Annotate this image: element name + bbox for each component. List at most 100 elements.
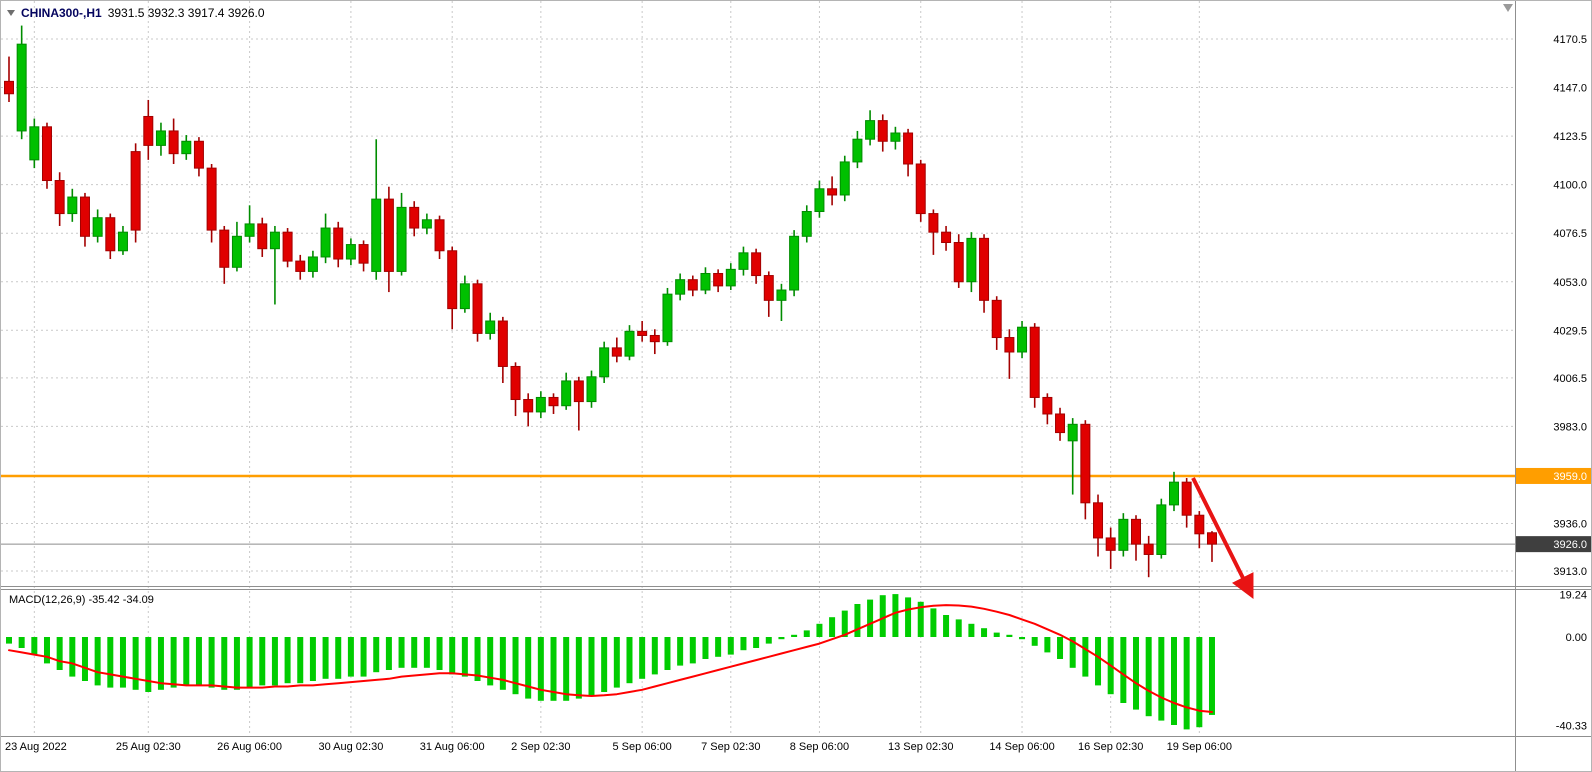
candle-body bbox=[358, 244, 369, 264]
time-axis-label: 19 Sep 06:00 bbox=[1167, 741, 1232, 753]
candle-body bbox=[1131, 518, 1142, 545]
candle-body bbox=[561, 380, 572, 407]
macd-histogram-bar bbox=[69, 637, 76, 677]
macd-histogram-bar bbox=[651, 637, 658, 675]
candle-body bbox=[181, 140, 192, 155]
candle-body bbox=[599, 347, 610, 378]
candle-body bbox=[979, 237, 990, 301]
svg-text:3926.0: 3926.0 bbox=[1553, 539, 1587, 551]
macd-panel: MACD(12,26,9) -35.42 -34.09 bbox=[6, 594, 1215, 730]
macd-histogram-bar bbox=[1170, 637, 1177, 725]
chart-shift-marker-icon[interactable] bbox=[1503, 4, 1513, 12]
macd-histogram-bar bbox=[271, 637, 278, 686]
macd-histogram-bar bbox=[740, 637, 747, 651]
price-axis-label: 3983.0 bbox=[1553, 421, 1587, 433]
macd-histogram-bar bbox=[31, 637, 38, 655]
macd-histogram-bar bbox=[56, 637, 63, 670]
macd-histogram-bar bbox=[284, 637, 291, 684]
candle-body bbox=[763, 275, 774, 301]
candle-body bbox=[472, 283, 483, 334]
price-axis-label: 4076.5 bbox=[1553, 228, 1587, 240]
candle-body bbox=[447, 250, 458, 310]
price-axis-label: 4029.5 bbox=[1553, 325, 1587, 337]
candle-body bbox=[54, 180, 65, 215]
macd-histogram-bar bbox=[930, 608, 937, 637]
macd-histogram-bar bbox=[43, 637, 50, 664]
candle-body bbox=[789, 235, 800, 291]
trend-arrow[interactable] bbox=[1191, 477, 1254, 599]
candle-body bbox=[231, 235, 242, 268]
macd-histogram-bar bbox=[841, 610, 848, 637]
macd-histogram-bar bbox=[791, 634, 798, 637]
macd-histogram-bar bbox=[1044, 637, 1051, 653]
price-axis-label: 4100.0 bbox=[1553, 180, 1587, 192]
macd-histogram-bar bbox=[981, 628, 988, 637]
candle-body bbox=[738, 252, 749, 270]
candle-body bbox=[16, 43, 27, 132]
macd-histogram-bar bbox=[715, 637, 722, 657]
candle-body bbox=[877, 120, 888, 142]
macd-histogram-bar bbox=[183, 637, 190, 686]
macd-histogram-bar bbox=[1208, 637, 1215, 715]
macd-histogram-bar bbox=[145, 637, 152, 692]
macd-histogram-bar bbox=[626, 637, 633, 684]
macd-histogram-bar bbox=[702, 637, 709, 659]
macd-histogram-bar bbox=[905, 597, 912, 637]
candle-body bbox=[1029, 326, 1040, 398]
time-axis-label: 31 Aug 06:00 bbox=[420, 741, 485, 753]
macd-histogram-bar bbox=[347, 637, 354, 677]
candle-body bbox=[1004, 337, 1015, 353]
candle-body bbox=[371, 198, 382, 272]
candle-body bbox=[548, 396, 559, 407]
candle-body bbox=[865, 120, 876, 140]
macd-histogram-bar bbox=[1057, 637, 1064, 659]
macd-histogram-bar bbox=[6, 637, 12, 644]
macd-histogram-bar bbox=[398, 637, 405, 668]
level-price-tag: 3959.0 bbox=[1516, 467, 1591, 484]
candle-body bbox=[713, 272, 724, 287]
macd-histogram-bar bbox=[816, 623, 823, 637]
candle-body bbox=[953, 242, 964, 283]
symbol-dropdown-icon[interactable] bbox=[7, 10, 15, 16]
macd-histogram-bar bbox=[1145, 637, 1152, 717]
macd-histogram-bar bbox=[474, 637, 481, 681]
candle-body bbox=[1017, 326, 1028, 353]
candle-body bbox=[497, 320, 508, 367]
candle-body bbox=[459, 283, 470, 310]
candle-body bbox=[687, 279, 698, 291]
macd-histogram-bar bbox=[208, 637, 215, 688]
candle-body bbox=[649, 334, 660, 343]
macd-histogram-bar bbox=[993, 632, 1000, 637]
time-axis-label: 26 Aug 06:00 bbox=[217, 741, 282, 753]
macd-histogram-bar bbox=[423, 637, 430, 668]
candle-body bbox=[839, 161, 850, 196]
time-axis: 23 Aug 2022 25 Aug 02:30 26 Aug 06:00 30 Au… bbox=[5, 741, 1232, 753]
candle-body bbox=[421, 219, 432, 229]
candle-body bbox=[941, 231, 952, 244]
macd-histogram-bar bbox=[119, 637, 126, 688]
macd-histogram-bar bbox=[18, 637, 25, 648]
chart-plot-area[interactable] bbox=[1, 1, 1515, 737]
macd-histogram-bar bbox=[233, 637, 240, 690]
candle-body bbox=[510, 365, 521, 401]
candle-body bbox=[700, 272, 711, 291]
time-axis-label: 13 Sep 02:30 bbox=[888, 741, 953, 753]
macd-histogram-bar bbox=[322, 637, 329, 679]
candle-body bbox=[1055, 413, 1066, 434]
macd-histogram-bar bbox=[550, 637, 557, 701]
candle-body bbox=[662, 293, 673, 343]
candle-body bbox=[1118, 518, 1129, 551]
time-axis-label: 2 Sep 02:30 bbox=[511, 741, 570, 753]
macd-histogram-bar bbox=[525, 637, 532, 699]
macd-histogram-bar bbox=[360, 637, 367, 677]
macd-histogram-bar bbox=[854, 604, 861, 637]
macd-histogram-bar bbox=[1196, 637, 1203, 728]
candle-body bbox=[383, 198, 394, 272]
candle-body bbox=[282, 231, 293, 262]
candle-body bbox=[155, 130, 166, 146]
candle-body bbox=[168, 130, 179, 155]
candle-body bbox=[1105, 537, 1116, 551]
macd-histogram-bar bbox=[335, 637, 342, 679]
